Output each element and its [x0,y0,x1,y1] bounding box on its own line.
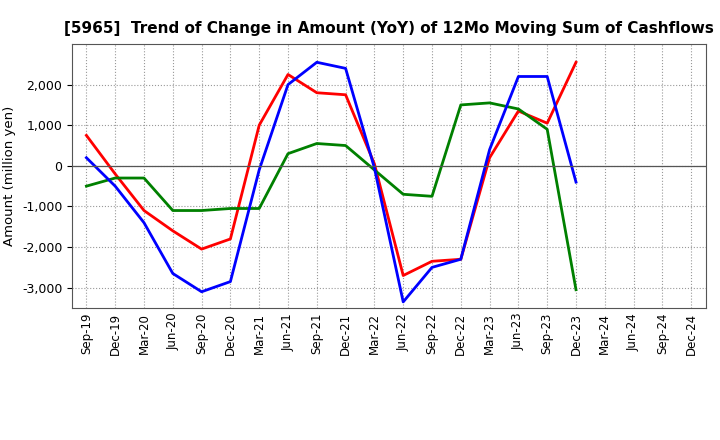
Operating Cashflow [399,273,408,278]
Investing Cashflow [168,208,177,213]
Investing Cashflow [485,100,494,106]
Free Cashflow [485,147,494,152]
Operating Cashflow [543,121,552,126]
Operating Cashflow [82,133,91,138]
Investing Cashflow [111,176,120,181]
Investing Cashflow [341,143,350,148]
Investing Cashflow [514,106,523,112]
Free Cashflow [370,165,379,171]
Operating Cashflow [111,171,120,176]
Line: Investing Cashflow: Investing Cashflow [86,103,576,290]
Operating Cashflow [514,108,523,114]
Free Cashflow [341,66,350,71]
Investing Cashflow [399,192,408,197]
Operating Cashflow [255,123,264,128]
Investing Cashflow [572,287,580,292]
Operating Cashflow [140,208,148,213]
Free Cashflow [255,167,264,172]
Investing Cashflow [370,167,379,172]
Free Cashflow [399,299,408,304]
Investing Cashflow [226,206,235,211]
Free Cashflow [284,82,292,87]
Free Cashflow [428,265,436,270]
Free Cashflow [111,183,120,189]
Free Cashflow [514,74,523,79]
Operating Cashflow [284,72,292,77]
Free Cashflow [197,289,206,294]
Investing Cashflow [312,141,321,146]
Investing Cashflow [255,206,264,211]
Investing Cashflow [456,102,465,107]
Title: [5965]  Trend of Change in Amount (YoY) of 12Mo Moving Sum of Cashflows: [5965] Trend of Change in Amount (YoY) o… [64,21,714,36]
Free Cashflow [168,271,177,276]
Free Cashflow [226,279,235,284]
Investing Cashflow [140,176,148,181]
Operating Cashflow [197,246,206,252]
Line: Free Cashflow: Free Cashflow [86,62,576,302]
Investing Cashflow [284,151,292,156]
Operating Cashflow [168,228,177,234]
Investing Cashflow [82,183,91,189]
Operating Cashflow [572,60,580,65]
Line: Operating Cashflow: Operating Cashflow [86,62,576,275]
Operating Cashflow [226,236,235,242]
Free Cashflow [82,155,91,160]
Y-axis label: Amount (million yen): Amount (million yen) [4,106,17,246]
Operating Cashflow [312,90,321,95]
Operating Cashflow [428,259,436,264]
Free Cashflow [543,74,552,79]
Operating Cashflow [341,92,350,97]
Investing Cashflow [543,127,552,132]
Investing Cashflow [428,194,436,199]
Operating Cashflow [370,161,379,166]
Free Cashflow [312,60,321,65]
Free Cashflow [572,180,580,185]
Free Cashflow [456,257,465,262]
Operating Cashflow [485,155,494,160]
Operating Cashflow [456,257,465,262]
Free Cashflow [140,220,148,225]
Investing Cashflow [197,208,206,213]
